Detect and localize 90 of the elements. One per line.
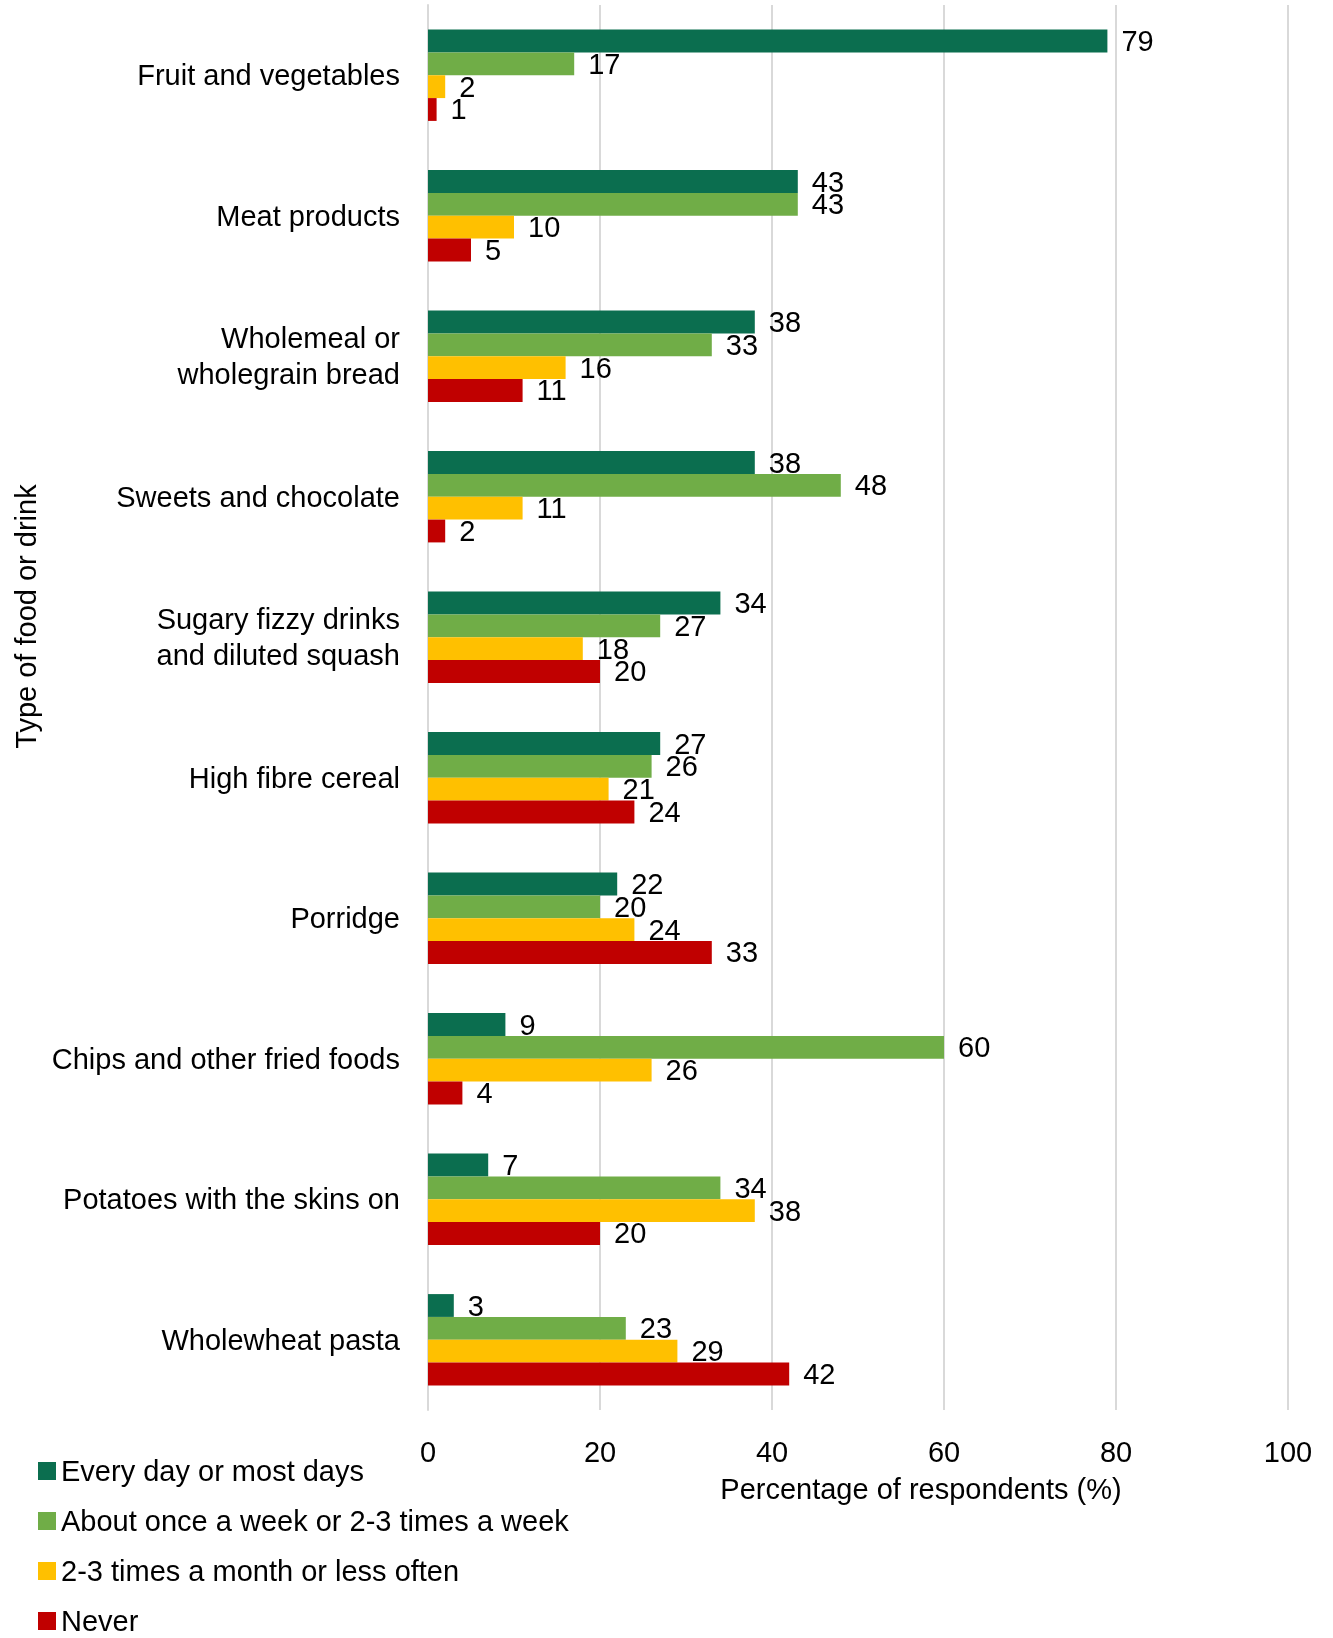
bar — [428, 238, 471, 262]
data-label: 38 — [768, 306, 802, 338]
data-label: 42 — [803, 1358, 836, 1390]
data-label: 5 — [485, 234, 502, 266]
y-tick-label: Porridge — [290, 902, 400, 935]
data-label: 9 — [519, 1008, 536, 1041]
x-axis-title: Percentage of respondents (%) — [720, 1472, 1122, 1505]
bar — [428, 1294, 454, 1317]
y-tick-label: Potatoes with the skins on — [63, 1183, 400, 1216]
y-tick-label: Sweets and chocolate — [116, 480, 400, 513]
bar — [428, 614, 661, 638]
bar — [428, 310, 755, 334]
data-label: 27 — [674, 609, 707, 642]
x-tick-label: 80 — [1099, 1435, 1133, 1468]
data-label: 60 — [958, 1031, 991, 1064]
data-label: 17 — [588, 47, 621, 80]
bar — [428, 777, 609, 801]
data-label: 24 — [648, 913, 681, 946]
data-label: 34 — [734, 1171, 767, 1204]
bar — [428, 170, 798, 193]
bar — [428, 1199, 755, 1223]
bar — [428, 1013, 506, 1036]
bar — [428, 1222, 600, 1245]
bar — [428, 379, 523, 402]
bar — [428, 754, 652, 778]
bar — [428, 1339, 678, 1363]
bar — [428, 192, 798, 216]
bar — [428, 451, 755, 474]
bar — [428, 519, 446, 543]
data-label: 7 — [502, 1149, 519, 1181]
data-label: 4 — [476, 1077, 493, 1109]
bar — [428, 473, 841, 497]
data-label: 33 — [725, 936, 759, 969]
bar — [428, 75, 446, 99]
bar — [428, 1058, 652, 1082]
bar — [428, 29, 1108, 53]
data-label: 16 — [579, 351, 612, 384]
bar — [428, 872, 618, 896]
x-tick-label: 100 — [1263, 1435, 1313, 1468]
legend-label: Never — [61, 1605, 139, 1637]
bar — [428, 1316, 626, 1340]
y-tick-label: Wholemeal or wholegrain bread — [176, 322, 401, 391]
x-tick-label: 40 — [755, 1435, 789, 1468]
data-label: 48 — [854, 469, 888, 502]
bar — [428, 660, 600, 683]
data-label: 38 — [768, 1194, 802, 1227]
bar — [428, 1153, 489, 1177]
data-label: 79 — [1121, 25, 1154, 57]
data-label: 11 — [536, 374, 567, 407]
y-tick-label: High fibre cereal — [188, 761, 400, 794]
bar — [428, 637, 583, 661]
data-label: 10 — [528, 211, 561, 244]
data-label: 3 — [467, 1289, 484, 1322]
data-label: 2 — [459, 515, 476, 547]
y-tick-label: Fruit and vegetables — [137, 59, 400, 92]
data-label: 26 — [665, 1054, 698, 1087]
legend-label: Every day or most days — [61, 1455, 364, 1487]
x-tick-label: 0 — [419, 1435, 437, 1468]
bar — [428, 98, 437, 121]
y-axis-title: Type of food or drink — [10, 483, 43, 749]
bar — [428, 215, 514, 239]
data-label: 38 — [768, 446, 802, 479]
bar — [428, 1035, 944, 1059]
data-label: 34 — [734, 587, 767, 619]
x-tick-label: 60 — [927, 1435, 961, 1468]
bar — [428, 732, 661, 755]
bar — [428, 1176, 721, 1200]
bar — [428, 356, 566, 380]
bar — [428, 52, 575, 76]
bar — [428, 800, 635, 824]
y-tick-label: Sugary fizzy drinks and diluted squash — [156, 603, 400, 672]
bar — [428, 496, 523, 520]
bar — [428, 1362, 790, 1386]
bar — [428, 591, 721, 615]
legend-label: 2-3 times a month or less often — [61, 1555, 460, 1587]
bar — [428, 1081, 463, 1105]
legend-label: About once a week or 2-3 times a week — [61, 1505, 570, 1537]
data-label: 11 — [536, 492, 567, 525]
y-tick-label: Meat products — [216, 199, 400, 232]
bar — [428, 333, 712, 357]
data-label: 33 — [725, 328, 759, 361]
bar — [428, 941, 712, 964]
data-label: 29 — [691, 1335, 724, 1368]
bar — [428, 918, 635, 942]
data-label: 23 — [639, 1312, 673, 1345]
y-tick-label: Wholewheat pasta — [161, 1323, 401, 1356]
bar — [428, 895, 600, 919]
y-tick-label: Chips and other fried foods — [51, 1042, 400, 1075]
x-tick-label: 20 — [583, 1435, 617, 1468]
data-label: 20 — [614, 1217, 647, 1250]
